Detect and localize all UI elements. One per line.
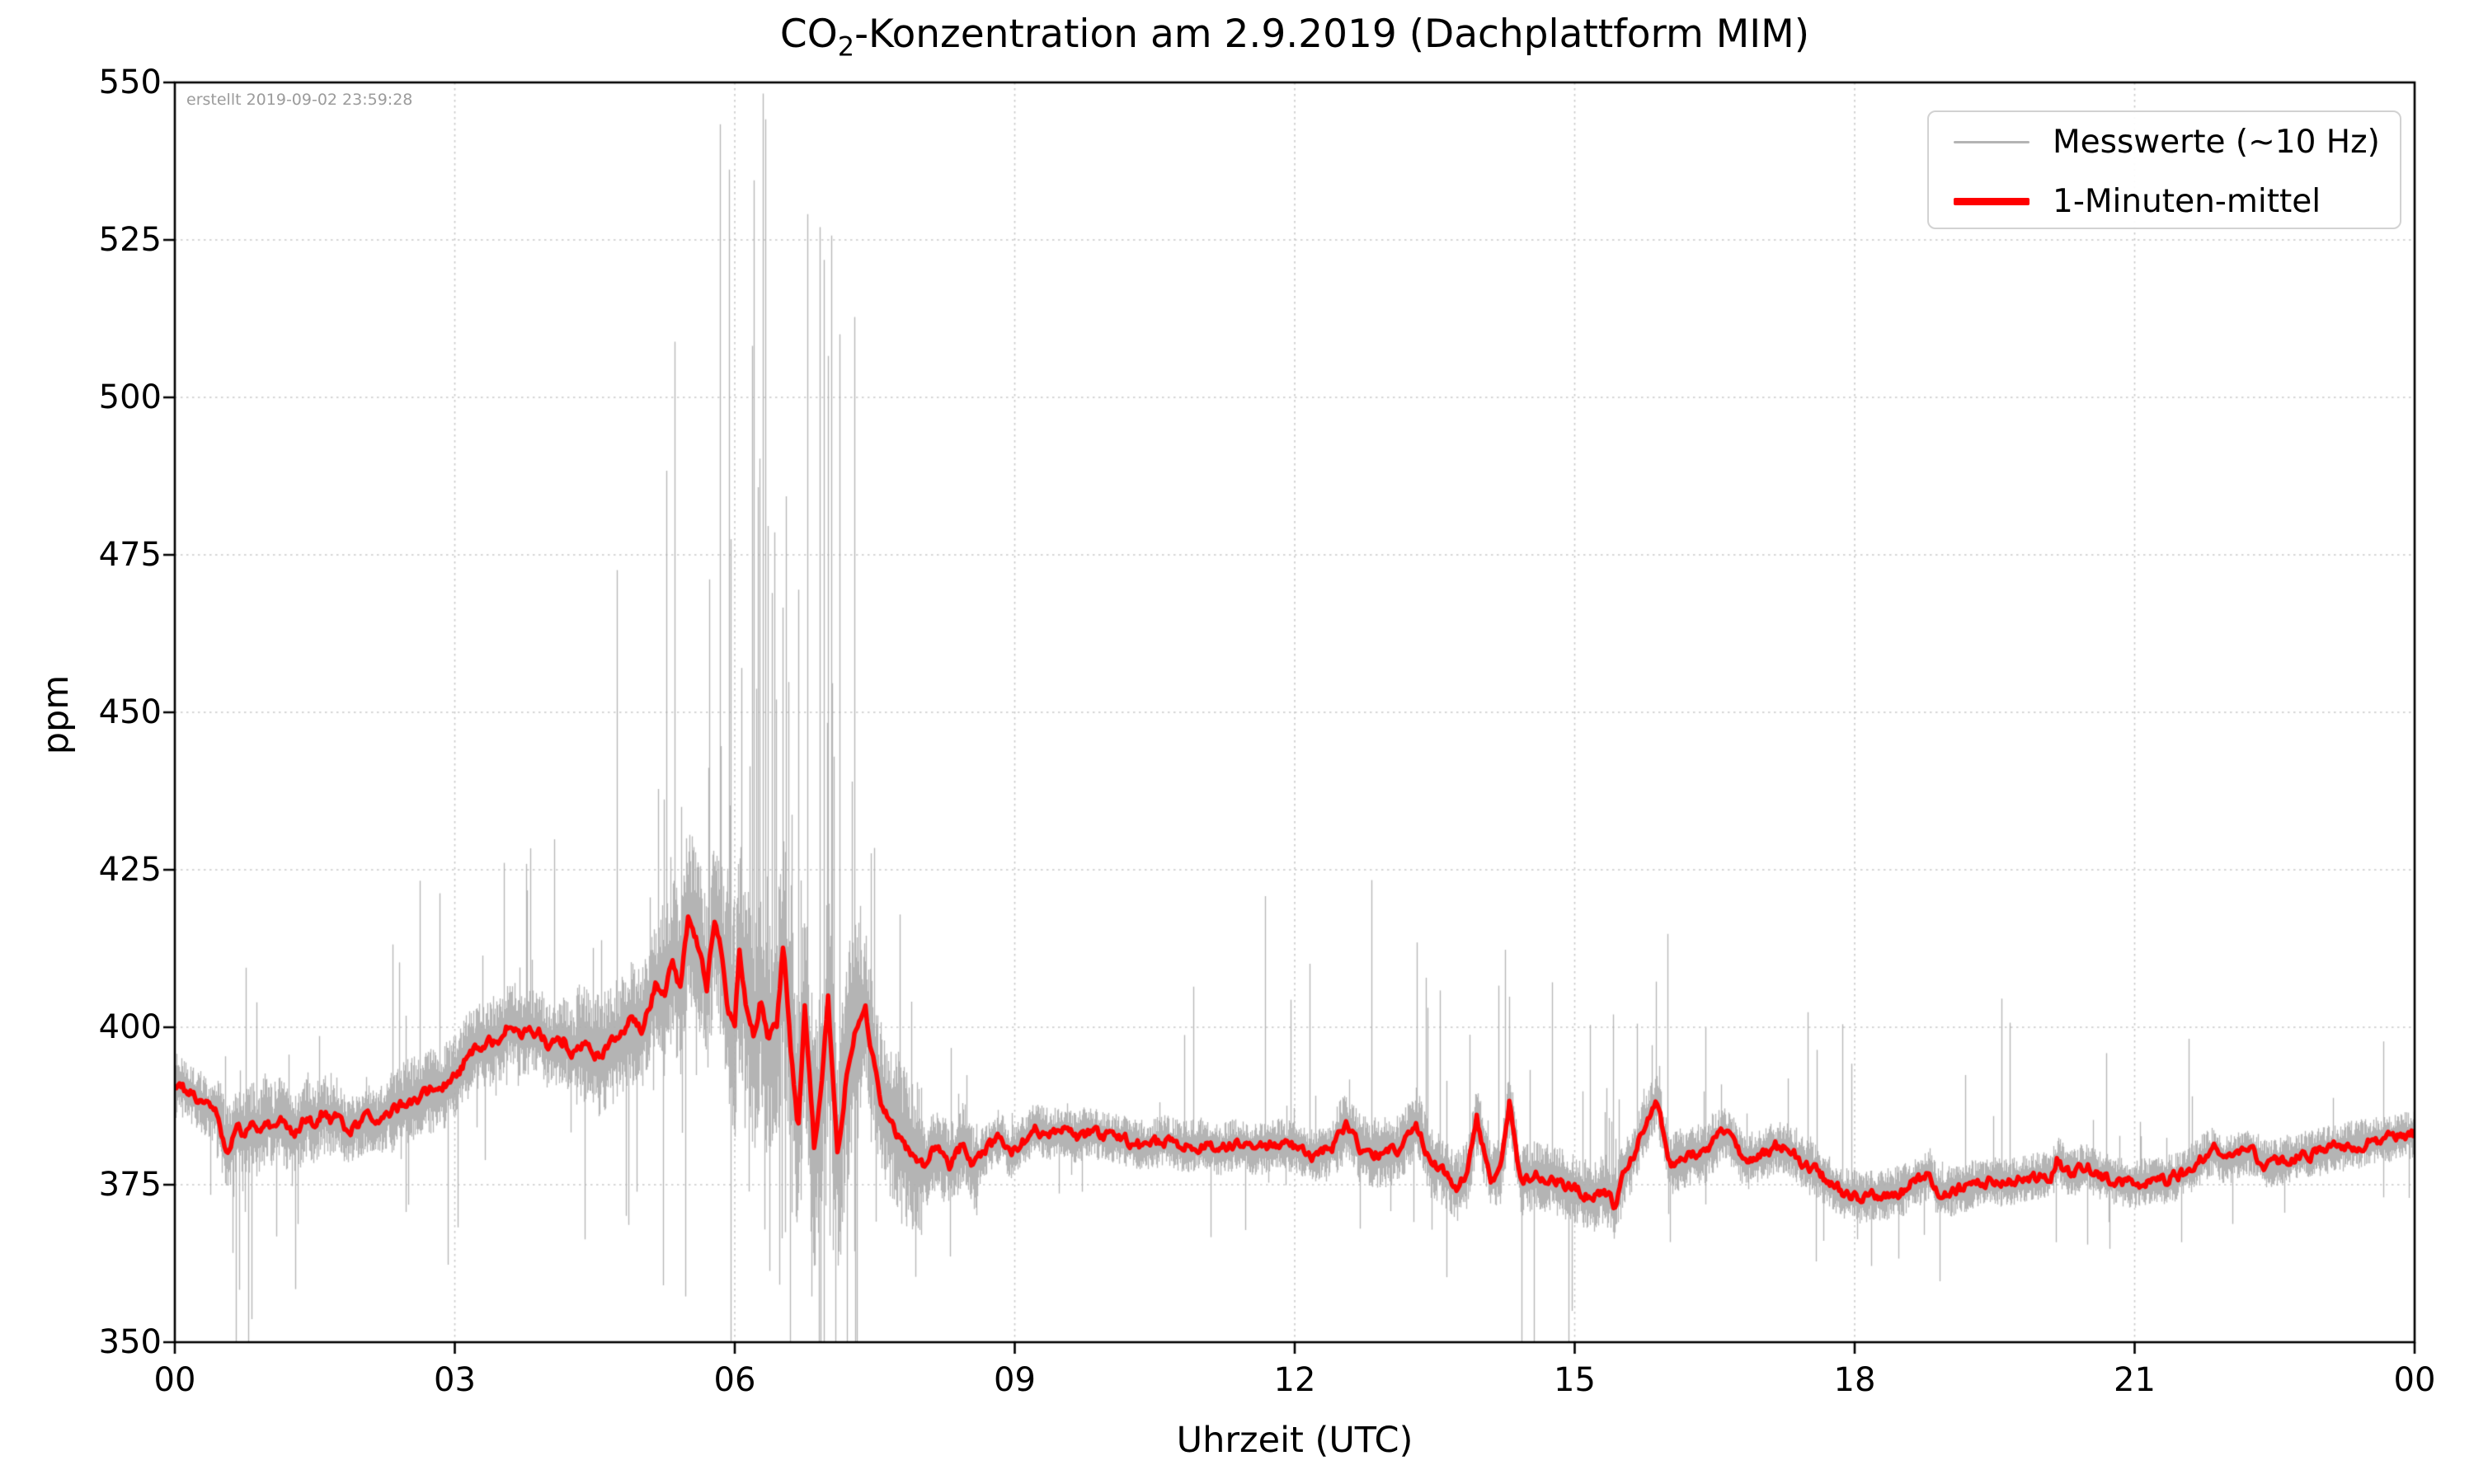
x-tick-label: 00 bbox=[153, 1361, 196, 1399]
x-tick-label: 12 bbox=[1273, 1361, 1316, 1399]
y-tick-label: 375 bbox=[98, 1166, 162, 1204]
y-tick-label: 400 bbox=[98, 1008, 162, 1046]
chart-title-subscript: 2 bbox=[837, 31, 855, 63]
legend-label-mittel: 1-Minuten-mittel bbox=[2053, 182, 2321, 220]
x-tick-label: 21 bbox=[2114, 1361, 2156, 1399]
legend-item-messwerte: Messwerte (~10 Hz) bbox=[1929, 112, 2400, 171]
y-tick-label: 500 bbox=[98, 378, 162, 416]
x-tick-label: 15 bbox=[1554, 1361, 1596, 1399]
chart-title: CO2-Konzentration am 2.9.2019 (Dachplatt… bbox=[175, 12, 2415, 62]
x-tick-label: 18 bbox=[1833, 1361, 1876, 1399]
y-tick-label: 550 bbox=[98, 63, 162, 101]
y-tick-label: 475 bbox=[98, 536, 162, 574]
y-tick-label: 425 bbox=[98, 851, 162, 889]
legend-item-mittel: 1-Minuten-mittel bbox=[1929, 171, 2400, 231]
created-timestamp: erstellt 2019-09-02 23:59:28 bbox=[186, 91, 413, 109]
legend-label-messwerte: Messwerte (~10 Hz) bbox=[2053, 123, 2380, 161]
x-tick-label: 06 bbox=[713, 1361, 756, 1399]
chart-title-co: CO bbox=[779, 12, 838, 57]
chart-title-rest: -Konzentration am 2.9.2019 (Dachplattfor… bbox=[854, 12, 1810, 57]
y-tick-label: 450 bbox=[98, 693, 162, 731]
y-tick-label: 525 bbox=[98, 221, 162, 259]
x-tick-label: 09 bbox=[994, 1361, 1036, 1399]
legend-box: Messwerte (~10 Hz) 1-Minuten-mittel bbox=[1927, 110, 2401, 229]
gray-line-swatch bbox=[1954, 140, 2030, 143]
y-tick-label: 350 bbox=[98, 1323, 162, 1361]
red-line-swatch bbox=[1954, 197, 2030, 205]
x-axis-label: Uhrzeit (UTC) bbox=[1176, 1420, 1413, 1461]
x-tick-label: 03 bbox=[434, 1361, 476, 1399]
x-tick-label: 00 bbox=[2393, 1361, 2436, 1399]
